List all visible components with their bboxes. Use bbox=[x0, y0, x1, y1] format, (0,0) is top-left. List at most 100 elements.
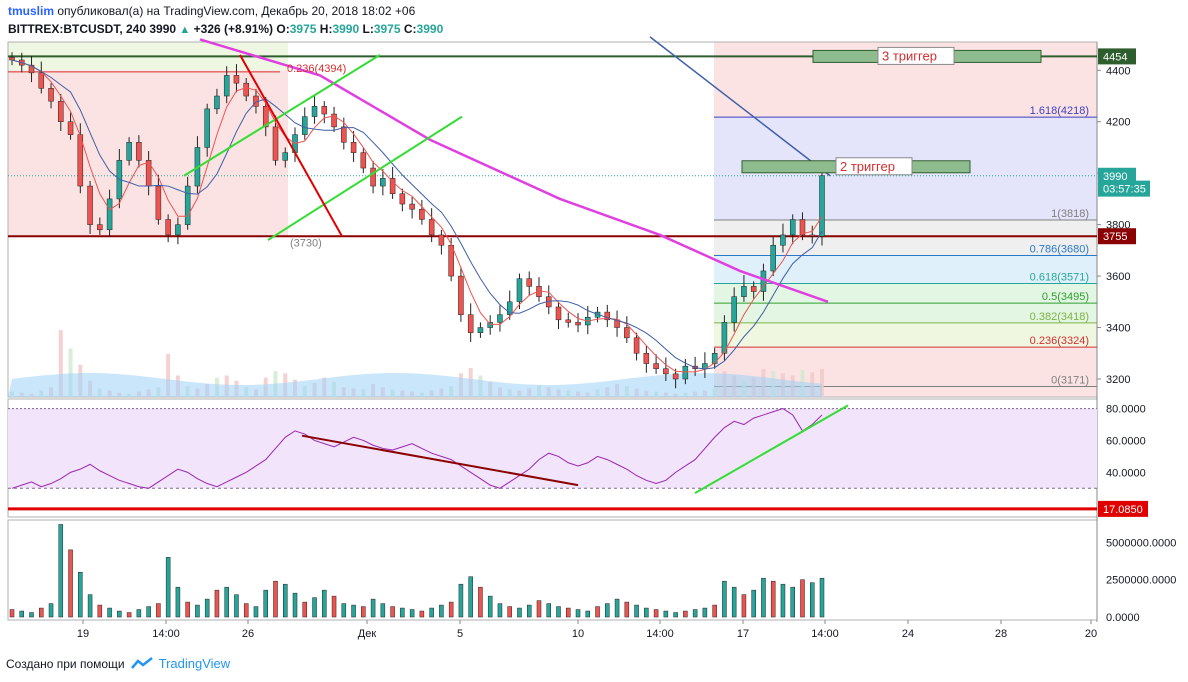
close-value: 3990 bbox=[416, 22, 444, 36]
candle-body bbox=[262, 106, 269, 128]
volume-bar bbox=[546, 603, 551, 618]
time-tick-label: 28 bbox=[995, 628, 1007, 640]
volume-bar bbox=[644, 607, 649, 618]
trigger-label-bg-0 bbox=[877, 46, 955, 65]
price-tick-label: 3600 bbox=[1106, 271, 1130, 283]
volume-overlay-bar bbox=[58, 330, 63, 397]
volume-overlay-bar bbox=[68, 348, 73, 397]
candle-body bbox=[575, 322, 581, 326]
volume-bar bbox=[195, 604, 200, 618]
candle-body bbox=[565, 319, 572, 323]
volume-bar bbox=[722, 580, 727, 618]
ma-short-line bbox=[11, 59, 823, 373]
volume-bar bbox=[253, 606, 259, 618]
candle-body bbox=[770, 244, 776, 272]
volume-bar bbox=[497, 603, 503, 618]
rsi-level-label: 17.0850 bbox=[1103, 504, 1143, 516]
volume-bar bbox=[419, 610, 425, 618]
candle-body bbox=[780, 234, 786, 246]
candle-body bbox=[643, 353, 650, 364]
candle-body bbox=[438, 234, 445, 246]
volume-bar bbox=[68, 549, 73, 618]
footer: Создано при помощи TradingView bbox=[6, 656, 230, 671]
volume-bar bbox=[624, 601, 630, 618]
volume-bar bbox=[809, 582, 815, 618]
volume-bar bbox=[800, 579, 805, 618]
candle-body bbox=[526, 278, 532, 287]
volume-bar bbox=[566, 607, 571, 618]
candle-body bbox=[233, 75, 240, 84]
fib-label-6: 0.236(3324) bbox=[1030, 335, 1089, 347]
left-red-zone bbox=[8, 70, 288, 237]
candle-body bbox=[516, 278, 523, 303]
volume-bar bbox=[751, 589, 756, 618]
symbol-label: BITTREX:BTCUSDT, 240 bbox=[8, 22, 147, 36]
volume-bar bbox=[361, 606, 366, 618]
volume-bar bbox=[536, 600, 542, 618]
price-label-0: 4454 bbox=[1103, 51, 1127, 63]
volume-bar bbox=[790, 586, 795, 618]
channel-line-upper bbox=[183, 54, 381, 177]
price-label-1: 3990 bbox=[1103, 171, 1127, 183]
volume-bar bbox=[702, 607, 708, 618]
high-value: 3990 bbox=[332, 22, 360, 36]
volume-bar bbox=[19, 610, 25, 618]
candle-body bbox=[819, 175, 825, 237]
fib-label-0: 1.618(4218) bbox=[1030, 105, 1089, 117]
volume-bar bbox=[136, 609, 142, 618]
rsi-tick-label: 40.0000 bbox=[1106, 467, 1146, 479]
volume-bar bbox=[458, 583, 464, 618]
candle-body bbox=[731, 296, 737, 323]
time-tick-label: 24 bbox=[902, 628, 914, 640]
volume-bar bbox=[673, 612, 678, 618]
candle-body bbox=[614, 319, 620, 328]
volume-bar bbox=[653, 609, 659, 618]
fib-left-label-0: 0.236(4394) bbox=[287, 63, 346, 75]
volume-tick-label: 0.0000 bbox=[1106, 612, 1140, 624]
volume-bar bbox=[380, 603, 386, 618]
volume-bar bbox=[487, 595, 493, 618]
fib-zone-grey bbox=[714, 220, 1097, 256]
candle-body bbox=[809, 234, 815, 237]
candle-body bbox=[711, 353, 718, 364]
candle-body bbox=[458, 275, 464, 315]
candle-body bbox=[389, 178, 396, 195]
volume-bar bbox=[341, 603, 347, 618]
volume-bar bbox=[478, 586, 483, 618]
footer-text: Создано при помощи bbox=[6, 656, 125, 671]
fib-left-label-1: (3730) bbox=[290, 238, 322, 250]
candle-body bbox=[360, 152, 367, 169]
volume-bar bbox=[770, 580, 776, 618]
volume-bar bbox=[692, 609, 698, 618]
volume-bar bbox=[390, 606, 395, 618]
volume-bar bbox=[273, 580, 278, 618]
footer-brand[interactable]: TradingView bbox=[158, 656, 231, 671]
trigger-label-bg-1 bbox=[835, 157, 913, 176]
price-label-3: 3755 bbox=[1103, 231, 1127, 243]
time-tick-label: 14:00 bbox=[811, 628, 839, 640]
candle-body bbox=[136, 142, 142, 161]
time-tick-label: 10 bbox=[572, 628, 584, 640]
candle-body bbox=[506, 301, 513, 315]
volume-ma-area bbox=[8, 373, 822, 397]
volume-bar bbox=[117, 610, 122, 618]
volume-bar bbox=[780, 583, 786, 618]
rsi-level-label-bg bbox=[1098, 500, 1148, 517]
candle-body bbox=[604, 311, 611, 321]
low-label: L: bbox=[362, 22, 374, 36]
volume-bar bbox=[39, 607, 44, 618]
fib-label-3: 0.618(3571) bbox=[1030, 272, 1089, 284]
candle-body bbox=[750, 286, 757, 292]
candle-body bbox=[165, 219, 171, 236]
volume-bar bbox=[224, 586, 229, 618]
candle-body bbox=[9, 57, 15, 61]
volume-overlay-bar bbox=[820, 369, 824, 397]
author-link[interactable]: tmuslim bbox=[8, 4, 55, 18]
volume-bar bbox=[234, 594, 239, 618]
fib-label-4: 0.5(3495) bbox=[1042, 291, 1089, 303]
candle-body bbox=[302, 116, 308, 135]
volume-bar bbox=[97, 604, 103, 618]
chart-canvas[interactable]: 3 триггер 2 триггер 1.618(4218) 1(3818) 0.78… bbox=[0, 0, 1188, 650]
candle-body bbox=[789, 219, 796, 236]
volume-bar bbox=[302, 601, 308, 618]
